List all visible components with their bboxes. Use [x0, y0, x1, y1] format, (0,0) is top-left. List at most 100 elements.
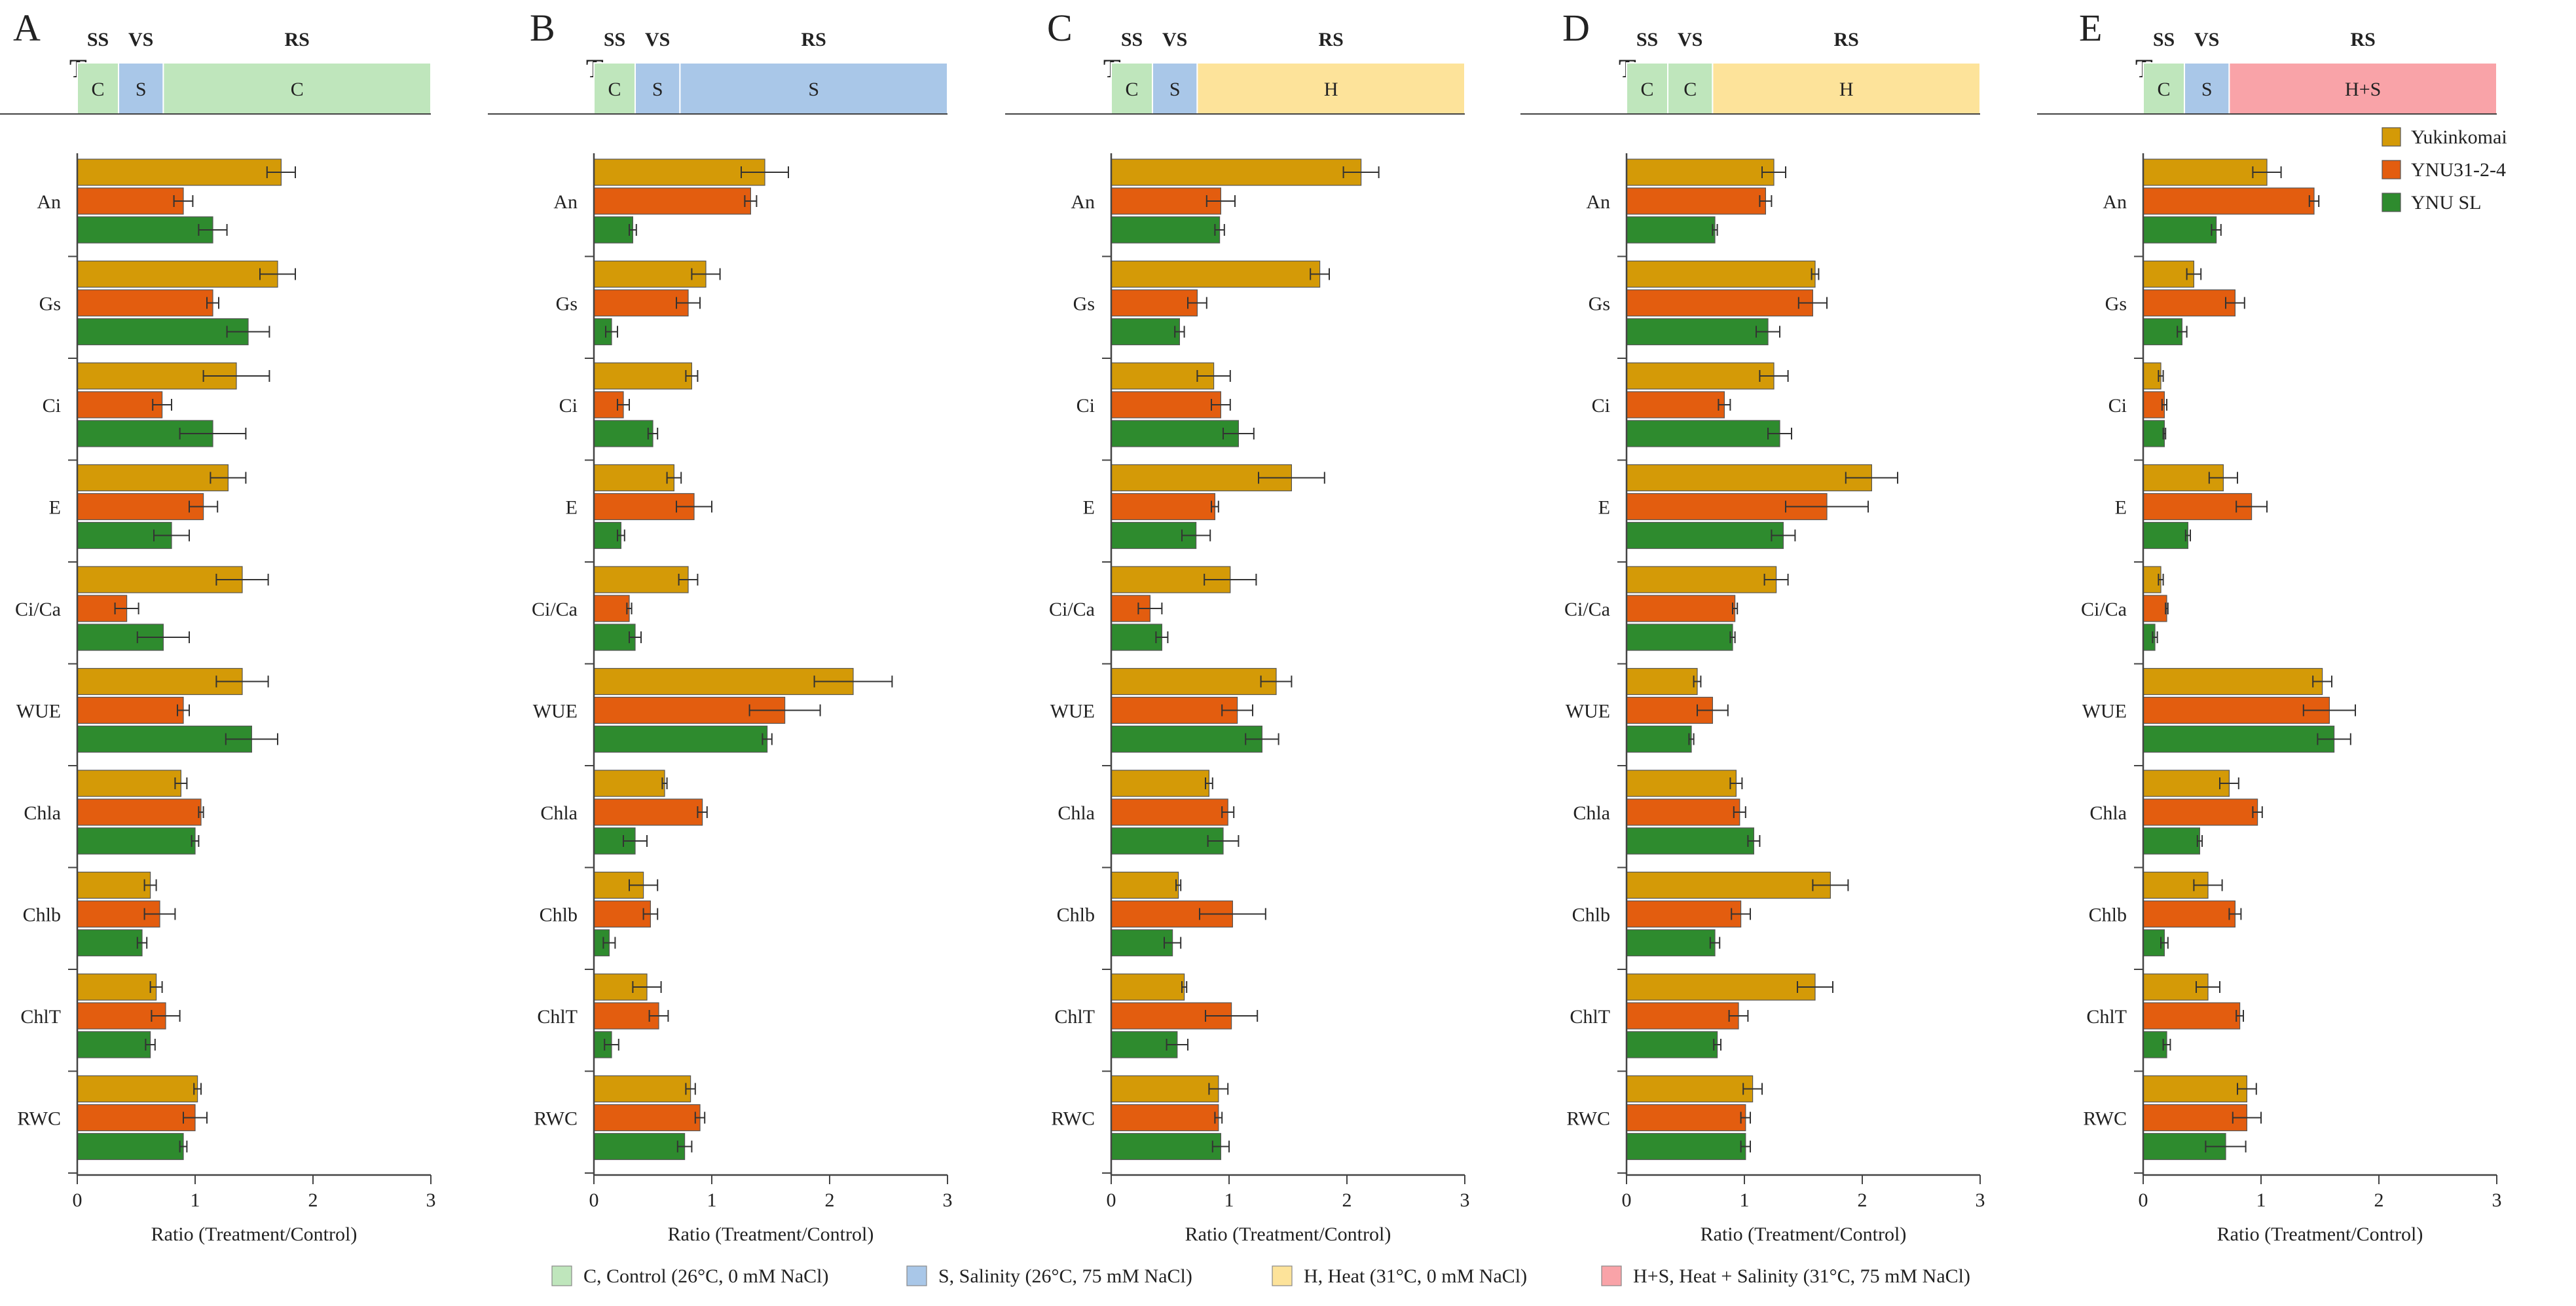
- x-axis-title: Ratio (Treatment/Control): [668, 1223, 874, 1245]
- stage-condition-cell: [2184, 62, 2230, 115]
- bar-yukinkomai: [2143, 1075, 2247, 1103]
- bar-ynu31-2-4: [1111, 289, 1198, 317]
- x-axis-title: Ratio (Treatment/Control): [2217, 1223, 2423, 1245]
- category-label: WUE: [533, 701, 578, 722]
- stage-condition-label: C: [91, 79, 104, 100]
- category-label: Chla: [24, 802, 61, 824]
- panel-A: AT2SSCVSSRSCAnGsCiECi/CaWUEChlaChlbChlTR…: [0, 7, 436, 1245]
- x-tick-label: 1: [1740, 1189, 1750, 1211]
- stage-condition-cell: [1712, 62, 1981, 115]
- bar-ynu-sl: [1111, 725, 1262, 753]
- bar-yukinkomai: [1626, 1075, 1754, 1103]
- category-label: Chlb: [2089, 905, 2127, 926]
- bar-ynu31-2-4: [77, 696, 184, 724]
- bar-ynu-sl: [593, 624, 636, 651]
- bar-ynu-sl: [1111, 624, 1163, 651]
- bar-ynu31-2-4: [1111, 1104, 1219, 1132]
- bar-ynu31-2-4: [1626, 289, 1813, 317]
- x-tick-label: 2: [1858, 1189, 1868, 1211]
- x-tick-label: 1: [191, 1189, 200, 1211]
- bar-ynu-sl: [1626, 420, 1780, 447]
- stage-condition-label: C: [608, 79, 621, 100]
- category-label: RWC: [1051, 1108, 1095, 1130]
- bar-ynu-sl: [1626, 318, 1769, 346]
- category-label: An: [2103, 191, 2127, 213]
- category-label: ChlT: [537, 1006, 578, 1028]
- bar-yukinkomai: [1111, 871, 1179, 899]
- bar-ynu31-2-4: [1626, 391, 1725, 419]
- bar-ynu31-2-4: [2143, 696, 2330, 724]
- bar-yukinkomai: [2143, 159, 2268, 186]
- category-label: E: [2115, 497, 2127, 519]
- bar-yukinkomai: [77, 566, 243, 593]
- bar-ynu31-2-4: [2143, 798, 2258, 826]
- stage-condition-cell: [1111, 62, 1153, 115]
- bar-yukinkomai: [77, 667, 243, 696]
- bar-ynu31-2-4: [593, 1104, 701, 1132]
- category-label: Chlb: [1572, 905, 1610, 926]
- panel-E: ET6SSCVSSRSH+SAnGsCiECi/CaWUEChlaChlbChl…: [2037, 7, 2502, 1245]
- legend-label: YNU SL: [2411, 192, 2482, 214]
- panel-letter: D: [1562, 7, 1590, 49]
- bar-ynu31-2-4: [2143, 391, 2165, 419]
- stage-condition-label: C: [1684, 79, 1697, 100]
- bar-yukinkomai: [77, 1075, 198, 1103]
- category-label: Ci/Ca: [1564, 599, 1610, 620]
- stage-condition-label: C: [1125, 79, 1138, 100]
- bar-ynu31-2-4: [1111, 187, 1221, 215]
- bar-ynu-sl: [1626, 624, 1733, 651]
- stage-label: SS: [604, 29, 625, 50]
- bar-ynu31-2-4: [1626, 187, 1766, 215]
- stage-label: VS: [1678, 29, 1702, 50]
- bar-ynu-sl: [1626, 1132, 1746, 1161]
- bar-ynu-sl: [593, 725, 768, 753]
- category-label: Gs: [1589, 293, 1610, 315]
- bar-ynu31-2-4: [1626, 900, 1742, 928]
- category-label: RWC: [534, 1108, 578, 1130]
- bar-yukinkomai: [77, 159, 282, 186]
- x-tick-label: 2: [825, 1189, 835, 1211]
- bar-ynu31-2-4: [1111, 391, 1221, 419]
- category-label: Ci: [559, 395, 578, 417]
- legend-swatch: [2382, 160, 2401, 179]
- bar-yukinkomai: [77, 770, 181, 797]
- stage-label: SS: [1121, 29, 1143, 50]
- legend-swatch: [1601, 1265, 1622, 1286]
- bar-yukinkomai: [1626, 260, 1816, 288]
- stage-label: RS: [285, 29, 310, 50]
- panel-C: CT4SSCVSSRSHAnGsCiECi/CaWUEChlaChlbChlTR…: [1005, 7, 1470, 1245]
- category-label: Ci: [1592, 395, 1610, 417]
- x-tick-label: 2: [308, 1189, 318, 1211]
- stage-label: SS: [1636, 29, 1658, 50]
- category-label: RWC: [1566, 1108, 1610, 1130]
- bar-ynu31-2-4: [77, 289, 213, 317]
- bar-ynu-sl: [1626, 1031, 1718, 1058]
- bar-ynu-sl: [77, 216, 213, 244]
- category-label: Ci/Ca: [15, 599, 61, 620]
- legend-swatch: [2382, 193, 2401, 212]
- bar-ynu31-2-4: [1111, 493, 1215, 521]
- bar-ynu31-2-4: [593, 289, 689, 317]
- bar-ynu31-2-4: [1626, 798, 1740, 826]
- stage-condition-label: H: [1324, 79, 1338, 100]
- bar-yukinkomai: [1111, 973, 1185, 1001]
- category-label: E: [1083, 497, 1095, 519]
- x-tick-label: 0: [2139, 1189, 2148, 1211]
- x-tick-label: 3: [2492, 1189, 2502, 1211]
- stage-label: VS: [2194, 29, 2219, 50]
- bar-ynu-sl: [593, 1132, 686, 1161]
- bar-yukinkomai: [1111, 159, 1362, 186]
- stage-condition-label: S: [808, 79, 819, 100]
- category-label: Ci: [1076, 395, 1095, 417]
- bar-ynu31-2-4: [2143, 1002, 2241, 1030]
- bar-ynu-sl: [593, 521, 622, 550]
- treatment-legend: C, Control (26°C, 0 mM NaCl) S, Salinity …: [551, 1265, 1970, 1287]
- bar-ynu-sl: [1111, 929, 1173, 957]
- category-label: Ci: [2108, 395, 2127, 417]
- category-label: Ci/Ca: [1049, 599, 1095, 620]
- stage-condition-label: H+S: [2345, 79, 2381, 100]
- category-label: Chlb: [1057, 905, 1095, 926]
- category-label: RWC: [2083, 1108, 2127, 1130]
- legend-swatch: [1272, 1265, 1293, 1286]
